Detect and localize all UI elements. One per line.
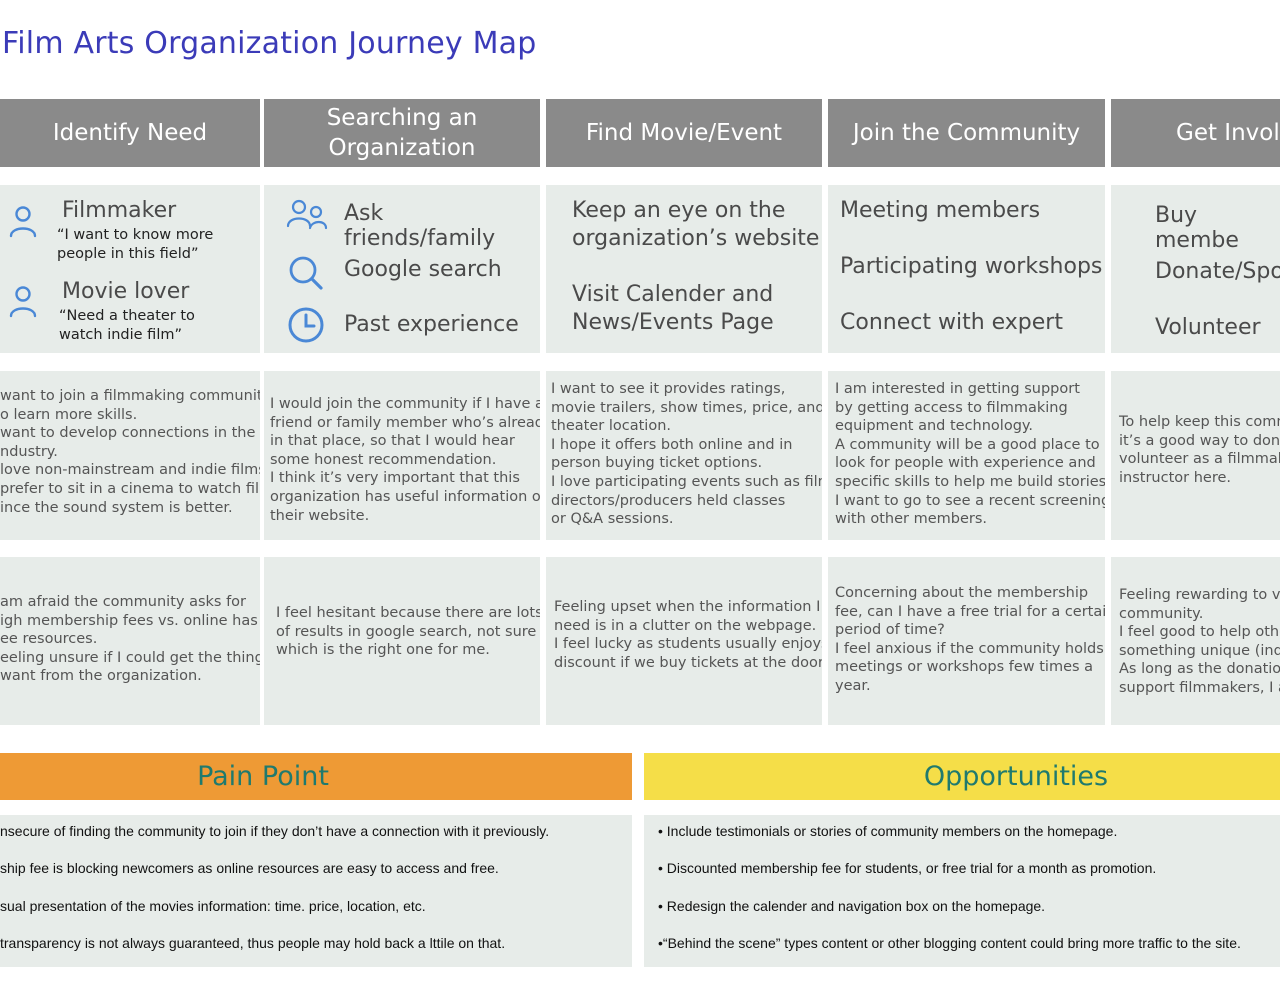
persona-quote-filmmaker: “I want to know more people in this fiel… [57, 227, 214, 262]
involve-item-membership: Buy membe [1155, 203, 1239, 253]
join-item-expert: Connect with expert [840, 310, 1063, 335]
join-item-meeting: Meeting members [840, 198, 1041, 223]
search-item-ask-friends: Ask friends/family [344, 201, 496, 251]
feelings-text: I feel hesitant because there are lots o… [276, 605, 540, 659]
feelings-find-movie: Feeling upset when the information I nee… [546, 557, 822, 725]
search-icon [286, 253, 326, 298]
stage-header-identify-need: Identify Need [0, 99, 260, 167]
feelings-text: Feeling rewarding to vo community. I fee… [1119, 587, 1280, 696]
thoughts-identify-need: want to join a filmmaking community o le… [0, 371, 260, 540]
pain-point-item: sual presentation of the movies informat… [0, 898, 426, 914]
stage-header-get-involved-label: Get Involv [1176, 120, 1280, 146]
actions-join-community: Meeting members Participating workshops … [828, 185, 1105, 353]
opportunity-item: • Redesign the calender and navigation b… [658, 898, 1046, 914]
feelings-join-community: Concerning about the membership fee, can… [828, 557, 1105, 725]
persona-name-filmmaker: Filmmaker [62, 198, 177, 223]
opportunities-list: • Include testimonials or stories of com… [644, 815, 1280, 967]
search-item-past-experience: Past experience [344, 312, 519, 337]
opportunity-item: •“Behind the scene” types content or oth… [658, 935, 1241, 951]
actions-find-movie: Keep an eye on the organization’s websit… [546, 185, 822, 353]
people-icon [286, 198, 328, 237]
opportunities-heading: Opportunities [644, 753, 1280, 800]
feelings-searching: I feel hesitant because there are lots o… [264, 557, 540, 725]
stage-header-find-movie: Find Movie/Event [546, 99, 822, 167]
find-item-calendar: Visit Calender and News/Events Page [572, 282, 774, 335]
feelings-identify-need: am afraid the community asks for igh mem… [0, 557, 260, 725]
involve-item-volunteer: Volunteer [1155, 315, 1261, 340]
pain-point-item: nsecure of finding the community to join… [0, 823, 550, 839]
pain-point-item: ship fee is blocking newcomers as online… [0, 860, 499, 876]
thoughts-text: I am interested in getting support by ge… [835, 381, 1105, 528]
actions-searching: Ask friends/family Google search Past ex… [264, 185, 540, 353]
persona-quote-movie-lover: “Need a theater to watch indie film” [59, 308, 195, 343]
thoughts-searching: I would join the community if I have a f… [264, 371, 540, 540]
pain-point-heading: Pain Point [0, 753, 632, 800]
stage-header-get-involved: Get Involv [1111, 99, 1280, 167]
find-item-website: Keep an eye on the organization’s websit… [572, 198, 820, 251]
thoughts-join-community: I am interested in getting support by ge… [828, 371, 1105, 540]
stage-header-join-community: Join the Community [828, 99, 1105, 167]
feelings-text: Feeling upset when the information I nee… [554, 599, 822, 671]
actions-identify-need: Filmmaker “I want to know more people in… [0, 185, 260, 353]
opportunities-label: Opportunities [923, 761, 1109, 792]
person-icon [8, 205, 38, 244]
pain-point-item: transparency is not always guaranteed, t… [0, 935, 506, 951]
thoughts-find-movie: I want to see it provides ratings, movie… [546, 371, 822, 540]
person-icon [8, 285, 38, 324]
join-item-workshops: Participating workshops [840, 254, 1103, 279]
search-item-google: Google search [344, 257, 502, 282]
feelings-text: am afraid the community asks for igh mem… [0, 594, 260, 685]
pain-point-label: Pain Point [197, 761, 329, 792]
stage-header-searching-label: Searching an Organization [326, 105, 478, 161]
stage-header-searching: Searching an Organization [264, 99, 540, 167]
feelings-get-involved: Feeling rewarding to vo community. I fee… [1111, 557, 1280, 725]
pain-point-list: nsecure of finding the community to join… [0, 815, 632, 967]
involve-item-donate: Donate/Spor [1155, 259, 1280, 284]
actions-get-involved: Buy membe Donate/Spor Volunteer [1111, 185, 1280, 353]
thoughts-text: To help keep this comm it’s a good way t… [1119, 414, 1280, 486]
thoughts-get-involved: To help keep this comm it’s a good way t… [1111, 371, 1280, 540]
persona-name-movie-lover: Movie lover [62, 279, 190, 304]
thoughts-text: I would join the community if I have a f… [270, 396, 540, 524]
clock-icon [286, 305, 326, 350]
opportunity-item: • Include testimonials or stories of com… [658, 823, 1118, 839]
thoughts-text: I want to see it provides ratings, movie… [551, 381, 822, 528]
feelings-text: Concerning about the membership fee, can… [835, 585, 1105, 694]
thoughts-text: want to join a filmmaking community o le… [0, 388, 260, 516]
opportunity-item: • Discounted membership fee for students… [658, 860, 1157, 876]
page-title: Film Arts Organization Journey Map [2, 26, 537, 61]
